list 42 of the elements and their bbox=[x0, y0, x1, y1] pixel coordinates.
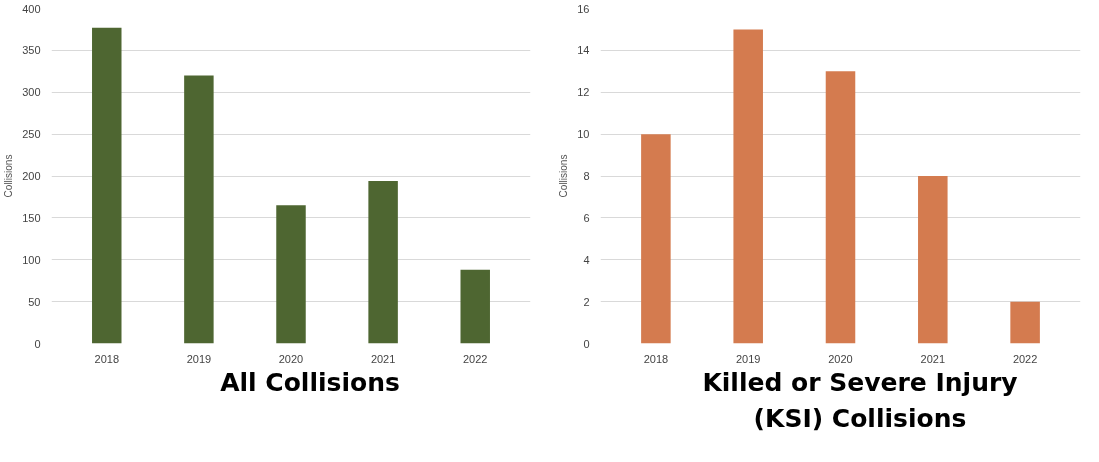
bar bbox=[460, 269, 490, 344]
text: All Collisions bbox=[220, 367, 400, 399]
bar bbox=[918, 176, 948, 344]
bar bbox=[92, 27, 122, 344]
y-tick-label: 6 bbox=[583, 211, 590, 224]
x-tick-label: 2022 bbox=[463, 352, 488, 365]
x-tick-label: 2022 bbox=[1012, 352, 1038, 365]
y-tick-label: 2 bbox=[583, 295, 590, 308]
bar bbox=[1010, 301, 1040, 344]
y-tick-label: 250 bbox=[22, 128, 41, 141]
x-tick-label: 2019 bbox=[186, 352, 212, 365]
bar bbox=[184, 75, 214, 344]
x-tick-label: 2019 bbox=[735, 352, 761, 365]
bar bbox=[368, 181, 398, 344]
bar bbox=[276, 205, 306, 344]
y-tick-label: 400 bbox=[22, 2, 41, 15]
y-tick-label: 300 bbox=[22, 86, 41, 99]
y-tick-label: 12 bbox=[577, 86, 590, 99]
y-tick-label: 350 bbox=[22, 44, 41, 57]
y-tick-label: 150 bbox=[22, 211, 41, 224]
x-tick-label: 2020 bbox=[828, 352, 853, 365]
bar bbox=[825, 71, 856, 344]
y-tick-label: 200 bbox=[22, 170, 41, 182]
y-tick-label: 100 bbox=[22, 253, 41, 266]
y-tick-label: 14 bbox=[577, 44, 590, 57]
text: Killed or Severe Injury (KSI) Collisions bbox=[701, 367, 1019, 435]
y-tick-label: 8 bbox=[583, 170, 590, 182]
bar bbox=[733, 29, 763, 344]
y-axis-title: Collisions bbox=[3, 154, 15, 198]
y-tick-label: 4 bbox=[583, 253, 590, 266]
x-tick-label: 2021 bbox=[920, 352, 946, 365]
y-tick-label: 16 bbox=[577, 2, 590, 15]
y-tick-label: 50 bbox=[28, 295, 41, 308]
bar bbox=[641, 134, 671, 344]
y-tick-label: 10 bbox=[577, 128, 590, 141]
y-tick-label: 0 bbox=[34, 337, 41, 350]
y-tick-label: 0 bbox=[583, 337, 590, 350]
x-tick-label: 2018 bbox=[643, 352, 669, 365]
x-tick-label: 2020 bbox=[278, 352, 304, 365]
y-axis-title: Collisions bbox=[558, 154, 570, 198]
x-tick-label: 2018 bbox=[94, 352, 120, 365]
x-tick-label: 2021 bbox=[370, 352, 396, 365]
